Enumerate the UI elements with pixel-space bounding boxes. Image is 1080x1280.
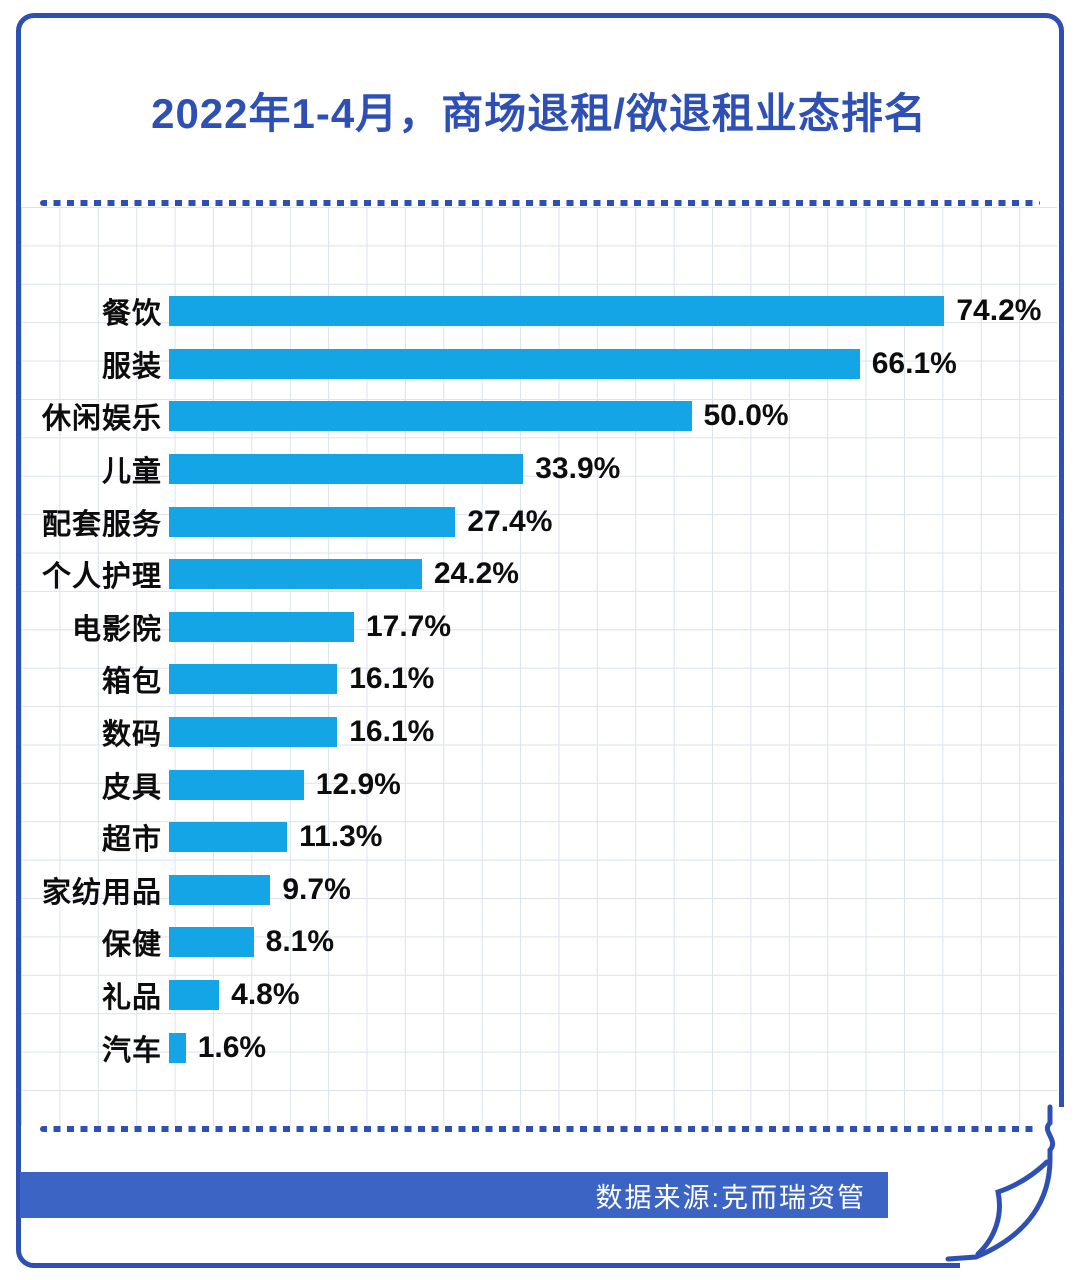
bar <box>169 296 945 327</box>
bar-row: 家纺用品 9.7% <box>20 864 1056 917</box>
category-label: 配套服务 <box>41 508 162 541</box>
value-label: 9.7% <box>282 872 351 906</box>
page-curl-icon <box>945 1104 1070 1273</box>
bar-track: 12.9% <box>169 768 1056 802</box>
category-label: 数码 <box>101 719 162 752</box>
bar-track: 1.6% <box>169 1031 1056 1065</box>
bar-row: 皮具 12.9% <box>20 758 1056 811</box>
value-label: 16.1% <box>349 715 435 749</box>
value-label: 8.1% <box>265 925 335 959</box>
category-label: 箱包 <box>101 666 162 699</box>
category-label: 服装 <box>101 350 162 383</box>
category-label: 皮具 <box>101 771 162 804</box>
category-label: 超市 <box>101 824 162 857</box>
category-label: 个人护理 <box>41 561 162 594</box>
bar-row: 超市 11.3% <box>20 811 1056 864</box>
category-label: 儿童 <box>101 456 162 489</box>
bar-track: 4.8% <box>169 978 1056 1012</box>
bar-track: 16.1% <box>169 715 1056 749</box>
bar-row: 餐饮 74.2% <box>20 285 1056 338</box>
value-label: 12.9% <box>315 767 401 801</box>
bar-track: 74.2% <box>169 294 1056 328</box>
value-label: 33.9% <box>535 452 621 486</box>
value-label: 11.3% <box>299 820 383 854</box>
value-label: 74.2% <box>956 294 1042 328</box>
chart-title: 2022年1-4月，商场退租/欲退租业态排名 <box>151 90 927 137</box>
bar-row: 服装 66.1% <box>20 338 1056 391</box>
value-label: 50.0% <box>703 399 789 433</box>
bar-track: 50.0% <box>169 399 1056 433</box>
value-label: 66.1% <box>871 346 957 380</box>
bar-row: 汽车 1.6% <box>20 1021 1056 1074</box>
bar-row: 个人护理 24.2% <box>20 548 1056 601</box>
value-label: 27.4% <box>467 504 553 538</box>
bar <box>169 348 860 379</box>
bar <box>169 559 422 590</box>
bar-track: 11.3% <box>169 820 1056 854</box>
bar <box>169 717 338 748</box>
bar-track: 9.7% <box>169 873 1056 907</box>
category-label: 汽车 <box>101 1034 162 1067</box>
bar <box>169 401 692 432</box>
bar-row: 配套服务 27.4% <box>20 495 1056 548</box>
bar <box>169 454 524 485</box>
category-label: 休闲娱乐 <box>41 403 162 436</box>
value-label: 24.2% <box>433 557 519 591</box>
bar-track: 17.7% <box>169 610 1056 644</box>
bar <box>169 874 271 905</box>
category-label: 电影院 <box>71 613 162 646</box>
bar-track: 16.1% <box>169 662 1056 696</box>
bar-track: 27.4% <box>169 505 1056 539</box>
category-label: 餐饮 <box>101 298 162 331</box>
category-label: 家纺用品 <box>41 876 162 909</box>
category-label: 保健 <box>101 929 162 962</box>
bar <box>169 769 304 800</box>
bar-row: 儿童 33.9% <box>20 443 1056 496</box>
bar <box>169 1032 186 1063</box>
bar <box>169 664 338 695</box>
bar-row: 礼品 4.8% <box>20 969 1056 1022</box>
source-label: 数据来源:克而瑞资管 <box>595 1182 866 1213</box>
bar <box>169 506 456 537</box>
bar-track: 8.1% <box>169 925 1056 959</box>
bar-row: 电影院 17.7% <box>20 601 1056 654</box>
bar-track: 24.2% <box>169 557 1056 591</box>
bar-row: 箱包 16.1% <box>20 653 1056 706</box>
source-badge: 数据来源:克而瑞资管 <box>20 1172 888 1218</box>
bar-chart: 餐饮 74.2% 服装 66.1% 休闲娱乐 50.0% 儿童 33.9% 配套服务 27.4% 个… <box>20 285 1056 1074</box>
bar <box>169 611 354 642</box>
value-label: 16.1% <box>349 662 435 696</box>
bar-track: 66.1% <box>169 347 1056 381</box>
value-label: 4.8% <box>231 978 300 1012</box>
bar-row: 数码 16.1% <box>20 706 1056 759</box>
value-label: 17.7% <box>365 609 452 643</box>
bar-row: 保健 8.1% <box>20 916 1056 969</box>
bar <box>169 822 288 853</box>
dotted-separator-top <box>40 200 1040 206</box>
bar <box>169 927 254 958</box>
category-label: 礼品 <box>101 982 162 1015</box>
value-label: 1.6% <box>197 1030 267 1064</box>
bar-track: 33.9% <box>169 452 1056 486</box>
bar <box>169 980 220 1011</box>
dotted-separator-bottom <box>40 1126 1042 1132</box>
bar-row: 休闲娱乐 50.0% <box>20 390 1056 443</box>
